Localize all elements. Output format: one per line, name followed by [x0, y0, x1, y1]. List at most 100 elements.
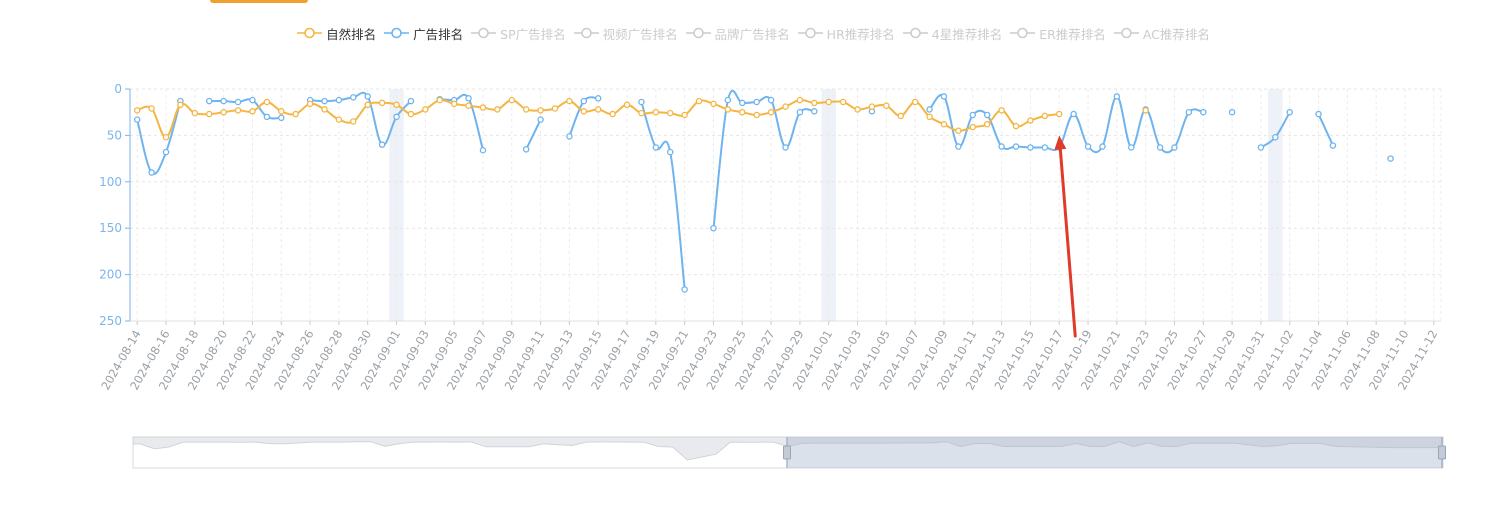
natural-rank-point: [911, 98, 919, 106]
natural-rank-point: [566, 97, 573, 105]
annotation-arrow-head: [1054, 135, 1067, 150]
natural-rank-point: [537, 107, 544, 114]
natural-rank-point: [321, 106, 328, 113]
zoom-handle[interactable]: [1438, 437, 1446, 468]
natural-rank-point: [508, 96, 516, 104]
natural-rank-point: [1142, 107, 1149, 114]
legend-label: HR推荐排名: [826, 26, 895, 42]
ad-rank-point: [1315, 110, 1322, 118]
legend-item-2[interactable]: SP广告排名: [471, 24, 566, 43]
legend-item-4[interactable]: 品牌广告排名: [685, 24, 790, 43]
ad-rank-point: [1084, 143, 1092, 150]
natural-rank-point: [234, 107, 242, 114]
ad-rank-point: [983, 111, 991, 119]
natural-rank-point: [220, 108, 227, 116]
natural-rank-point: [522, 106, 530, 113]
legend-label: SP广告排名: [500, 26, 566, 42]
legend-label: 自然排名: [326, 26, 377, 42]
natural-rank-point: [753, 111, 760, 119]
ad-rank-point: [335, 96, 343, 104]
ad-rank-point: [580, 97, 588, 105]
natural-rank-point: [364, 101, 371, 109]
ad-rank-point: [1012, 143, 1020, 150]
zoom-handle-grip: [783, 445, 791, 460]
natural-rank-point: [551, 105, 559, 112]
legend-label: 品牌广告排名: [714, 26, 790, 42]
natural-rank-point: [407, 110, 415, 118]
natural-rank-point: [825, 98, 832, 106]
series-ad-rank-line: [712, 90, 815, 229]
natural-rank-point: [623, 101, 631, 109]
natural-rank-point: [739, 108, 746, 116]
ad-rank-point: [724, 96, 732, 104]
ad-rank-point: [263, 113, 271, 121]
ad-rank-point: [666, 148, 674, 156]
active-tab-indicator: [210, 0, 308, 3]
ad-rank-point: [1329, 142, 1337, 149]
natural-rank-point: [796, 96, 804, 104]
legend-label: AC推荐排名: [1142, 26, 1210, 42]
natural-rank-point: [594, 106, 602, 113]
legend-item-3[interactable]: 视频广告排名: [573, 24, 678, 43]
natural-rank-point: [450, 100, 458, 108]
natural-rank-point: [422, 106, 429, 113]
legend-item-0[interactable]: 自然排名: [297, 24, 376, 43]
ad-rank-point: [767, 96, 775, 104]
ad-rank-point: [796, 108, 804, 116]
legend-label: ER推荐排名: [1039, 26, 1106, 42]
natural-rank-point: [969, 123, 977, 131]
ad-rank-point: [638, 98, 645, 106]
legend-line-icon: [902, 27, 928, 39]
ad-rank-point: [739, 99, 746, 107]
legend-item-6[interactable]: 4星推荐排名: [902, 24, 1002, 43]
y-tick-label: 0: [114, 82, 122, 96]
series-ad-rank-line: [640, 101, 686, 290]
ad-rank-point: [566, 133, 573, 140]
zoom-handle-grip: [1438, 445, 1446, 460]
natural-rank-point: [177, 101, 184, 109]
natural-rank-point: [955, 127, 962, 135]
series-ad-rank-line: [136, 100, 182, 175]
natural-rank-point: [580, 108, 588, 115]
ad-rank-point: [926, 106, 933, 113]
ad-rank-point: [148, 169, 155, 176]
legend-item-8[interactable]: AC推荐排名: [1113, 24, 1210, 43]
legend-line-icon: [573, 27, 599, 39]
ad-rank-point: [479, 146, 487, 154]
natural-rank-point: [926, 113, 933, 121]
series-ad-rank-line: [928, 93, 1204, 154]
ad-rank-point: [940, 93, 948, 100]
series-ad-rank-line: [525, 119, 542, 150]
ad-rank-point: [1070, 110, 1077, 118]
natural-rank-point: [393, 101, 400, 109]
ad-rank-point: [407, 97, 415, 105]
zoom-selected-range: [787, 437, 1443, 468]
natural-rank-point: [897, 112, 905, 120]
legend-item-5[interactable]: HR推荐排名: [797, 24, 895, 43]
natural-rank-point: [1055, 110, 1063, 118]
y-tick-label: 150: [99, 221, 122, 235]
series-ad-rank-line: [439, 93, 484, 151]
legend-item-1[interactable]: 广告排名: [384, 24, 463, 43]
legend-item-7[interactable]: ER推荐排名: [1010, 24, 1106, 43]
y-tick-label: 50: [107, 128, 122, 142]
natural-rank-point: [350, 118, 357, 125]
ad-rank-point: [1099, 143, 1106, 150]
ad-rank-point: [1156, 144, 1164, 151]
natural-rank-point: [998, 107, 1005, 114]
natural-rank-point: [782, 103, 789, 110]
natural-rank-point: [638, 109, 645, 117]
ad-rank-point: [1171, 144, 1178, 151]
natural-rank-point: [191, 109, 199, 117]
datazoom-slider[interactable]: [132, 436, 1446, 469]
natural-rank-point: [278, 108, 285, 115]
ad-rank-point: [364, 93, 371, 100]
natural-rank-point: [811, 99, 818, 107]
legend-line-icon: [685, 27, 711, 39]
zoom-handle[interactable]: [783, 437, 791, 468]
month-start-band: [1268, 89, 1283, 321]
y-tick-label: 250: [99, 314, 122, 328]
ad-rank-point: [1128, 144, 1135, 151]
ad-rank-point: [753, 98, 760, 106]
legend-line-icon: [1010, 27, 1036, 39]
